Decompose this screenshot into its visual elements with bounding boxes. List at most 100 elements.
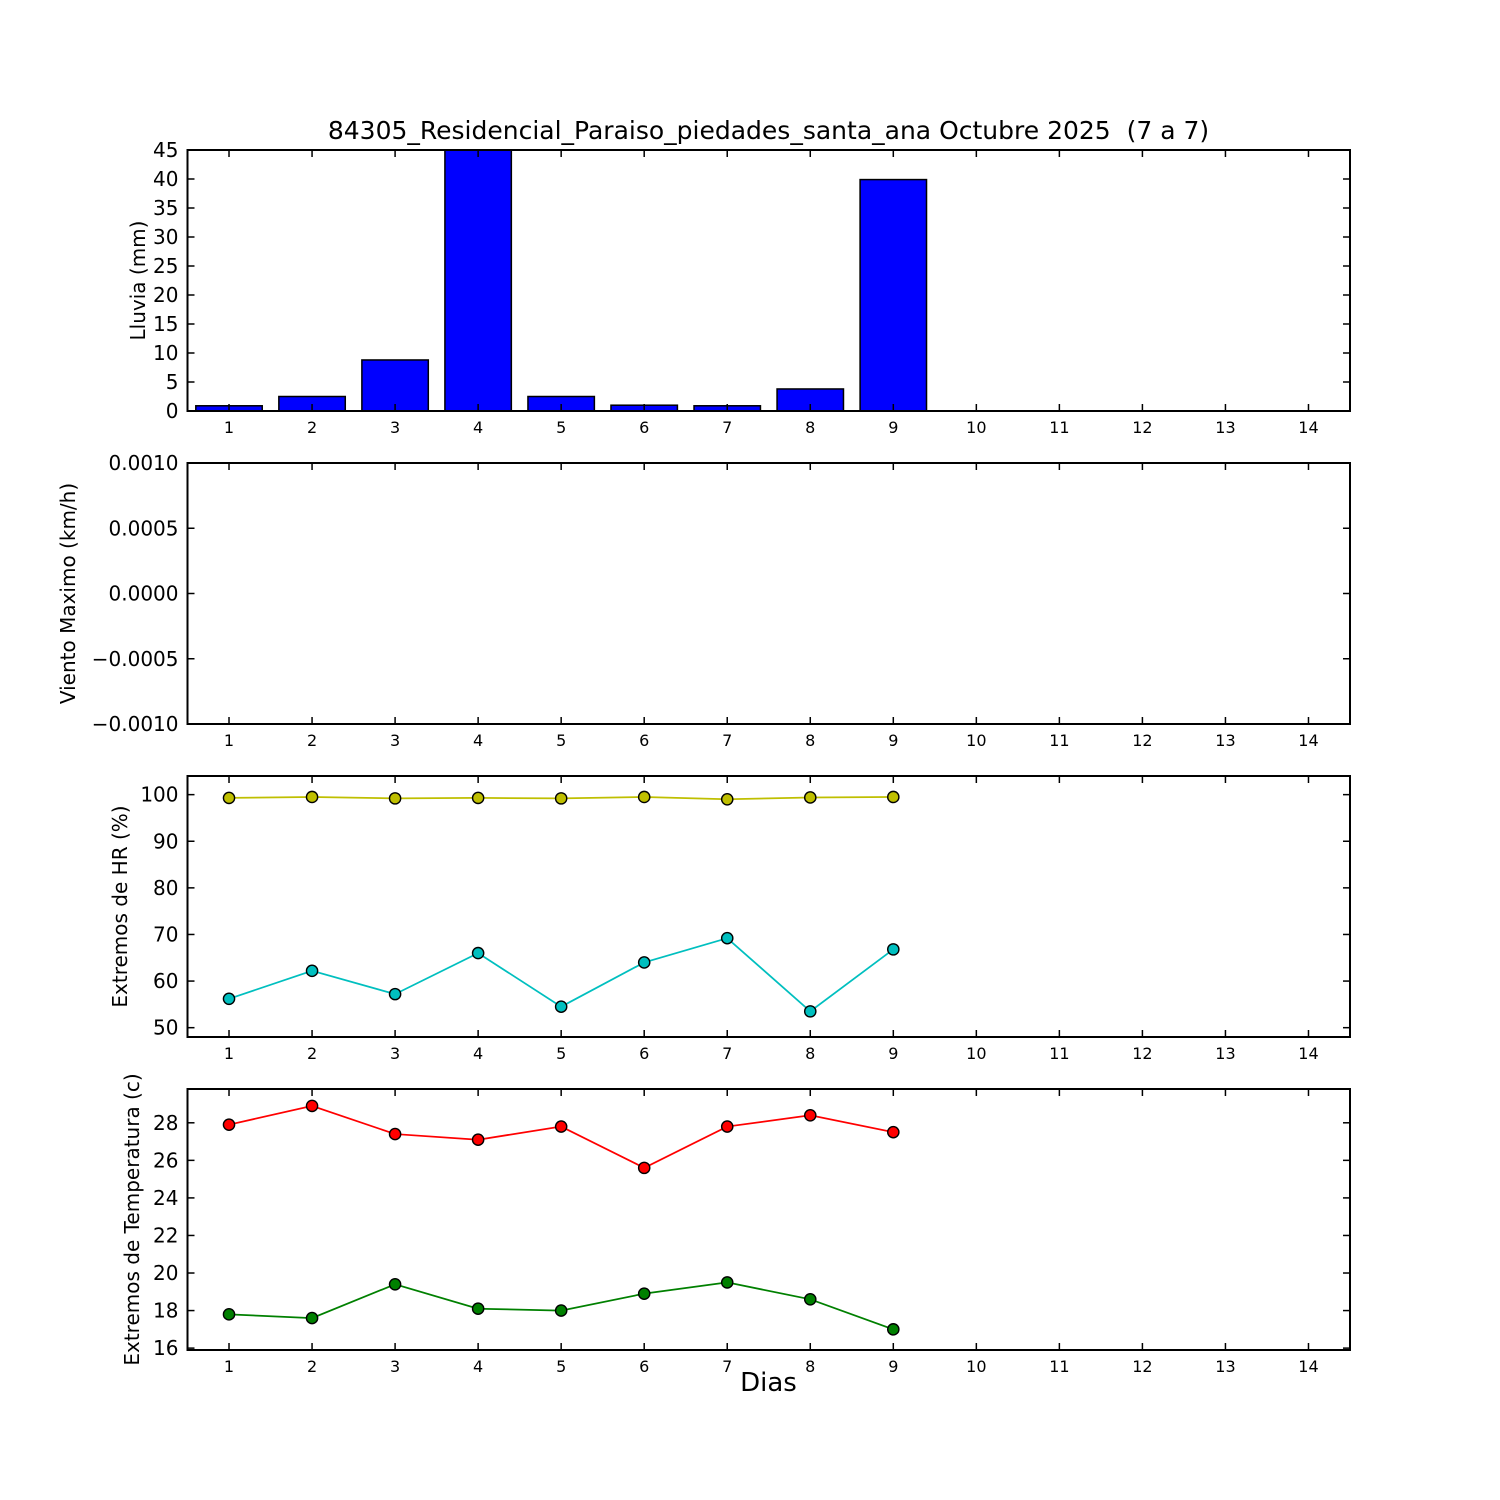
lluvia-frame: [186, 149, 1351, 412]
hr-marker: [305, 790, 319, 804]
hr-x-tick-label: 4: [473, 1044, 483, 1063]
viento-x-tick-label: 4: [473, 731, 483, 750]
y-axis-label-temperatura: Extremos de Temperatura (c): [120, 1073, 144, 1365]
lluvia-x-tick-label: 13: [1215, 418, 1235, 437]
temperatura-marker: [803, 1108, 817, 1122]
temperatura-y-tick-label: 18: [153, 1299, 178, 1323]
temperatura-marker: [637, 1161, 651, 1175]
temperatura-x-tick-label: 3: [390, 1357, 400, 1376]
temperatura-x-tick-label: 12: [1132, 1357, 1152, 1376]
lluvia-x-tick-label: 4: [473, 418, 483, 437]
hr-x-tick-label: 13: [1215, 1044, 1235, 1063]
lluvia-x-tick-label: 14: [1298, 418, 1318, 437]
viento-x-tick-label: 13: [1215, 731, 1235, 750]
temperatura-marker: [887, 1125, 900, 1139]
viento-y-tick-label: −0.0010: [92, 712, 179, 736]
hr-x-tick-label: 5: [556, 1044, 566, 1063]
lluvia-x-tick-label: 3: [390, 418, 400, 437]
temperatura-marker: [305, 1099, 319, 1113]
lluvia-x-tick-label: 6: [639, 418, 649, 437]
lluvia-y-tick-label: 0: [166, 399, 179, 423]
hr-marker: [803, 791, 817, 804]
temperatura-y-tick-label: 20: [153, 1261, 178, 1285]
temperatura-series-1: [222, 1276, 900, 1336]
viento-x-tick-label: 2: [307, 731, 317, 750]
hr-marker: [222, 791, 236, 805]
lluvia-x-tick-label: 9: [888, 418, 898, 437]
temperatura-y-tick-label: 16: [153, 1336, 178, 1360]
temperatura-x-tick-label: 1: [224, 1357, 234, 1376]
temperatura-x-tick-label: 9: [888, 1357, 898, 1376]
lluvia-x-tick-label: 12: [1132, 418, 1152, 437]
lluvia-x-tick-label: 2: [307, 418, 317, 437]
lluvia-x-tick-label: 7: [722, 418, 732, 437]
viento-x-tick-label: 10: [966, 731, 986, 750]
temperatura-x-tick-label: 13: [1215, 1357, 1235, 1376]
subplot-hr: 1 2 3 4 5 6 7 8 9 10 11 12 13 145060708090100Extremos…: [108, 775, 1351, 1063]
viento-x-tick-label: 3: [390, 731, 400, 750]
lluvia-x-tick-label: 10: [966, 418, 986, 437]
viento-x-tick-label: 12: [1132, 731, 1152, 750]
temperatura-y-ticks: 16 18 20 22 24 26 28: [153, 1111, 1350, 1360]
hr-x-tick-label: 2: [307, 1044, 317, 1063]
temperatura-y-tick-label: 28: [153, 1111, 178, 1135]
lluvia-x-ticks: 1 2 3 4 5 6 7 8 9 10 11 12 13 14: [224, 150, 1319, 437]
temperatura-x-tick-label: 10: [966, 1357, 986, 1376]
viento-x-tick-label: 11: [1049, 731, 1069, 750]
hr-marker: [471, 946, 485, 960]
temperatura-marker: [471, 1302, 485, 1315]
viento-x-tick-label: 1: [224, 731, 234, 750]
lluvia-x-tick-label: 5: [556, 418, 566, 437]
hr-marker: [637, 790, 651, 804]
hr-marker: [554, 1000, 568, 1014]
hr-x-tick-label: 8: [805, 1044, 815, 1063]
temperatura-series-0: [222, 1099, 900, 1175]
viento-x-tick-label: 14: [1298, 731, 1318, 750]
viento-y-tick-label: 0.0000: [109, 582, 179, 606]
lluvia-x-tick-label: 1: [224, 418, 234, 437]
hr-y-tick-label: 90: [153, 829, 178, 853]
x-axis-label: Dias: [740, 1368, 797, 1398]
hr-marker: [471, 791, 485, 805]
temperatura-y-tick-label: 26: [153, 1148, 178, 1172]
temperatura-marker: [720, 1120, 734, 1133]
viento-x-tick-label: 7: [722, 731, 732, 750]
hr-marker: [720, 931, 734, 945]
temperatura-x-tick-label: 11: [1049, 1357, 1069, 1376]
y-axis-label-lluvia: Lluvia (mm): [126, 221, 150, 341]
lluvia-y-tick-label: 10: [153, 341, 178, 365]
subplot-temperatura: 1 2 3 4 5 6 7 8 9 10 11 12 13 1416182022242628Extremo…: [120, 1073, 1351, 1376]
lluvia-x-tick-label: 8: [805, 418, 815, 437]
viento-x-tick-label: 5: [556, 731, 566, 750]
temperatura-x-tick-label: 14: [1298, 1357, 1318, 1376]
hr-marker: [887, 943, 900, 956]
hr-y-tick-label: 80: [153, 876, 178, 900]
hr-y-tick-label: 100: [140, 783, 178, 807]
temperatura-y-tick-label: 24: [153, 1186, 178, 1210]
temperatura-marker: [222, 1118, 236, 1131]
hr-marker: [388, 792, 402, 805]
hr-x-tick-label: 9: [888, 1044, 898, 1063]
hr-marker: [305, 964, 319, 978]
hr-marker: [887, 790, 900, 804]
temperatura-x-tick-label: 2: [307, 1357, 317, 1376]
hr-x-tick-label: 11: [1049, 1044, 1069, 1063]
hr-frame: [186, 775, 1351, 1038]
hr-marker: [803, 1005, 817, 1018]
temperatura-marker: [637, 1287, 651, 1300]
temperatura-x-tick-label: 7: [722, 1357, 732, 1376]
temperatura-marker: [471, 1133, 485, 1146]
viento-x-tick-label: 6: [639, 731, 649, 750]
y-axis-label-viento: Viento Maximo (km/h): [56, 483, 80, 704]
hr-y-ticks: 50 60 70 80 90 100: [140, 783, 1350, 1040]
hr-line-1: [228, 937, 894, 1013]
viento-frame: [186, 462, 1351, 725]
lluvia-bar: [444, 149, 513, 412]
lluvia-y-tick-label: 30: [153, 225, 178, 249]
subplot-lluvia: 1 2 3 4 5 6 7 8 9 10 11 12 13 14051015202530354045Llu…: [126, 138, 1351, 437]
lluvia-x-tick-label: 11: [1049, 418, 1069, 437]
viento-y-tick-label: 0.0010: [109, 451, 179, 475]
figure-title: 84305_Residencial_Paraiso_piedades_santa…: [327, 116, 1210, 145]
temperatura-marker: [388, 1277, 402, 1291]
viento-y-tick-label: −0.0005: [92, 647, 179, 671]
